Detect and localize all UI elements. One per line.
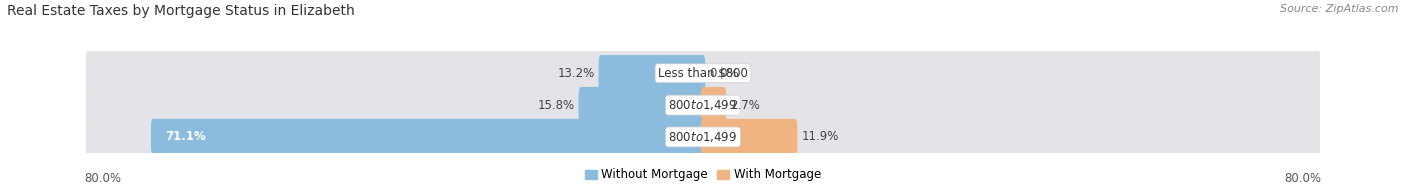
Text: 2.7%: 2.7% bbox=[730, 99, 759, 112]
FancyBboxPatch shape bbox=[700, 119, 797, 155]
Text: Less than $800: Less than $800 bbox=[658, 67, 748, 80]
Text: $800 to $1,499: $800 to $1,499 bbox=[668, 98, 738, 112]
Text: Real Estate Taxes by Mortgage Status in Elizabeth: Real Estate Taxes by Mortgage Status in … bbox=[7, 4, 354, 18]
FancyBboxPatch shape bbox=[700, 87, 725, 123]
Text: Source: ZipAtlas.com: Source: ZipAtlas.com bbox=[1281, 4, 1399, 14]
Text: 80.0%: 80.0% bbox=[84, 172, 121, 185]
FancyBboxPatch shape bbox=[578, 87, 706, 123]
FancyBboxPatch shape bbox=[150, 119, 706, 155]
Text: 0.0%: 0.0% bbox=[709, 67, 738, 80]
Text: 15.8%: 15.8% bbox=[537, 99, 575, 112]
Text: 13.2%: 13.2% bbox=[558, 67, 595, 80]
FancyBboxPatch shape bbox=[599, 55, 706, 91]
FancyBboxPatch shape bbox=[86, 102, 1320, 172]
Text: $800 to $1,499: $800 to $1,499 bbox=[668, 130, 738, 144]
Text: 71.1%: 71.1% bbox=[165, 131, 205, 143]
FancyBboxPatch shape bbox=[86, 38, 1320, 109]
Legend: Without Mortgage, With Mortgage: Without Mortgage, With Mortgage bbox=[581, 164, 825, 186]
Text: 11.9%: 11.9% bbox=[801, 131, 838, 143]
Text: 80.0%: 80.0% bbox=[1285, 172, 1322, 185]
FancyBboxPatch shape bbox=[86, 70, 1320, 141]
